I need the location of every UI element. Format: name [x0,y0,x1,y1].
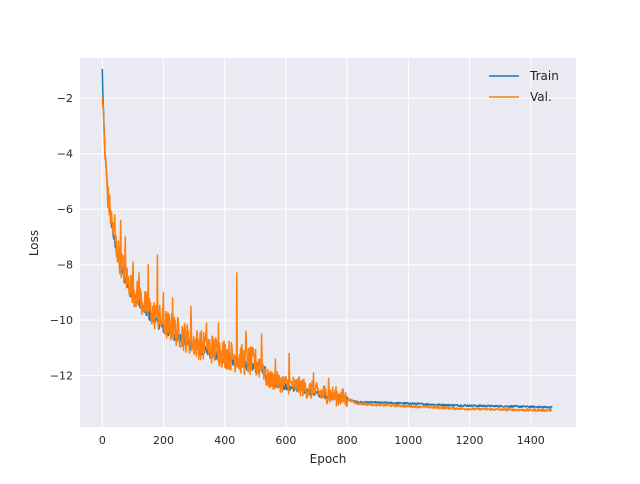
grid-lines [80,58,576,427]
x-tick-label: 800 [337,434,358,447]
y-tick-labels: −2 −4 −6 −8 −10 −12 [50,92,73,382]
y-tick-label: −6 [57,203,73,216]
legend: Train Val. [489,69,559,104]
y-tick-label: −8 [57,259,73,272]
y-tick-label: −10 [50,314,73,327]
plot-area [80,58,576,427]
x-axis-label: Epoch [310,452,347,466]
series-lines [101,68,553,413]
legend-label: Val. [530,90,552,104]
x-tick-labels: 0 200 400 600 800 1000 1200 1400 [99,434,545,447]
x-tick-label: 400 [214,434,235,447]
y-tick-label: −12 [50,370,73,383]
x-tick-label: 600 [275,434,296,447]
y-axis-label: Loss [27,230,41,256]
x-tick-label: 200 [153,434,174,447]
legend-label: Train [529,69,559,83]
x-tick-label: 1400 [517,434,545,447]
series-line-val [101,97,553,413]
x-tick-label: 0 [99,434,106,447]
x-tick-label: 1000 [394,434,422,447]
y-tick-label: −4 [57,148,73,161]
x-tick-label: 1200 [456,434,484,447]
y-tick-label: −2 [57,92,73,105]
